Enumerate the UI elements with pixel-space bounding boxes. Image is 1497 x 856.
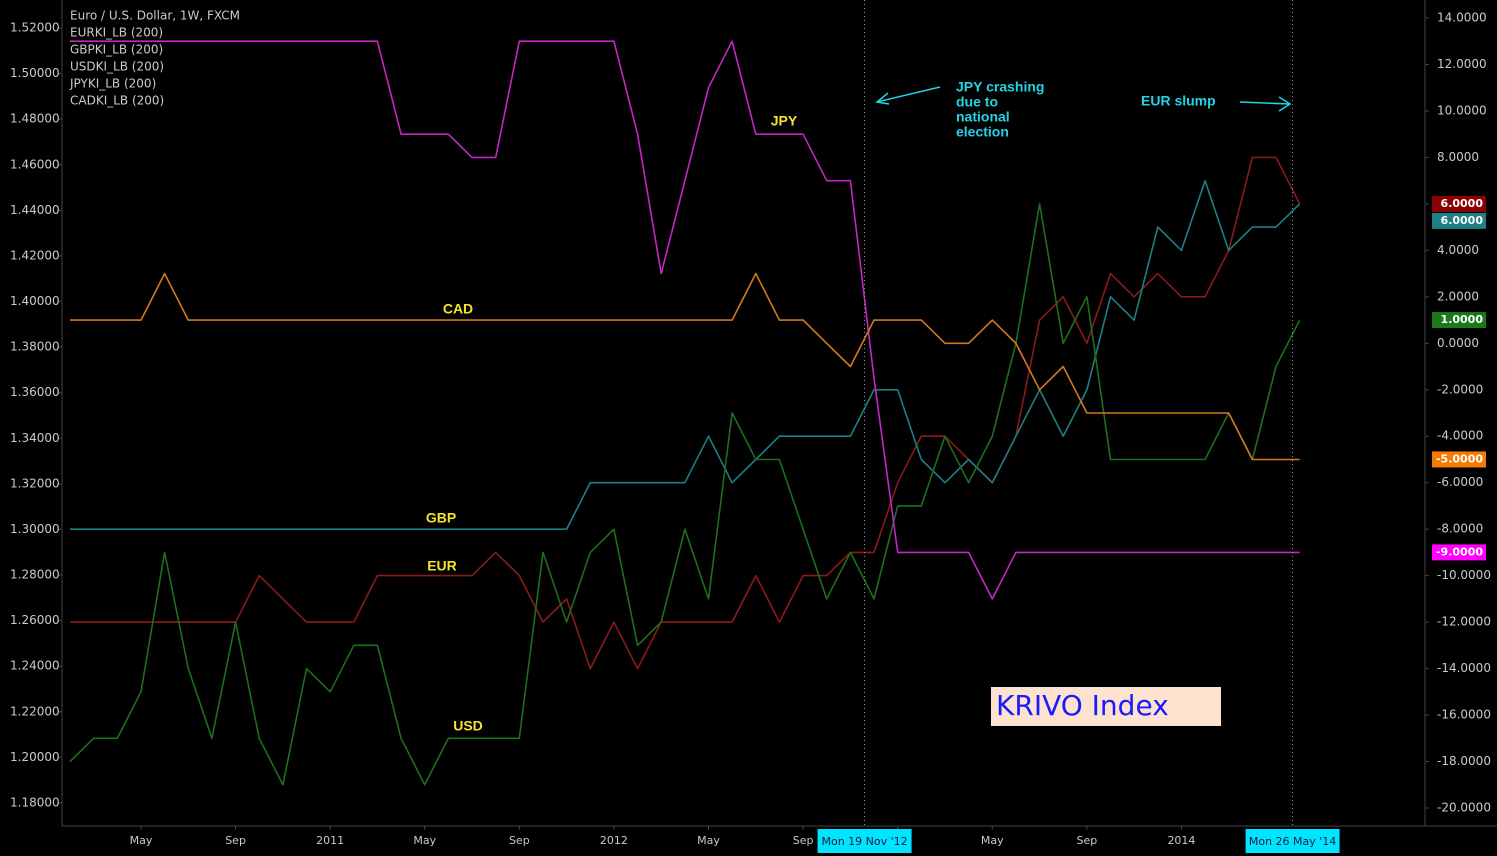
x-tick-label: May — [981, 834, 1004, 847]
y2-tick-label: 2.0000 — [1437, 289, 1479, 303]
last-value-label: 1.0000 — [1441, 313, 1484, 326]
y-tick-label: 1.26000 — [10, 613, 60, 627]
symbol-title: Euro / U.S. Dollar, 1W, FXCM — [70, 9, 240, 23]
last-value-label: -5.0000 — [1436, 452, 1483, 465]
last-value-label: 6.0000 — [1441, 197, 1484, 210]
crosshair-label-box — [817, 829, 912, 853]
x-tick-label: Sep — [793, 834, 814, 847]
y-tick-label: 1.38000 — [10, 340, 60, 354]
y-tick-label: 1.44000 — [10, 203, 60, 217]
watermark-box — [991, 687, 1221, 726]
series-label: GBP — [426, 510, 456, 526]
crosshair-label-box — [1245, 829, 1340, 853]
annotation-arrow — [1239, 101, 1291, 105]
annotation-arrow — [876, 86, 941, 103]
last-value-box — [1432, 451, 1486, 468]
y-tick-label: 1.30000 — [10, 522, 60, 536]
legend-entry: EURKI_LB (200) — [70, 26, 163, 40]
x-tick-label: May — [697, 834, 720, 847]
x-tick-label: May — [413, 834, 436, 847]
y-tick-label: 1.50000 — [10, 66, 60, 80]
annotation: JPY crashing — [956, 79, 1044, 95]
annotation: election — [956, 124, 1009, 140]
y-tick-label: 1.46000 — [10, 157, 60, 171]
y2-tick-label: 10.0000 — [1437, 103, 1487, 117]
series-line — [70, 179, 1301, 530]
annotation: EUR slump — [1141, 93, 1216, 109]
y-tick-label: 1.34000 — [10, 431, 60, 445]
y2-tick-label: -8.0000 — [1437, 522, 1483, 536]
y2-tick-label: 4.0000 — [1437, 243, 1479, 257]
last-value-box — [1432, 195, 1486, 212]
y-tick-label: 1.36000 — [10, 385, 60, 399]
x-tick-label: May — [130, 834, 153, 847]
y2-tick-label: -14.0000 — [1437, 661, 1491, 675]
y-tick-label: 1.48000 — [10, 112, 60, 126]
y2-tick-label: -10.0000 — [1437, 568, 1491, 582]
y2-tick-label: -16.0000 — [1437, 708, 1491, 722]
annotation-arrowhead — [875, 92, 890, 105]
y2-tick-label: -4.0000 — [1437, 429, 1483, 443]
x-tick-label: Sep — [509, 834, 530, 847]
y2-tick-label: -12.0000 — [1437, 615, 1491, 629]
y-tick-label: 1.52000 — [10, 21, 60, 35]
last-value-box — [1432, 312, 1486, 329]
y-tick-label: 1.22000 — [10, 704, 60, 718]
crosshair-label: Mon 19 Nov '12 — [821, 835, 907, 848]
watermark: KRIVO Index — [996, 689, 1169, 722]
series-line — [70, 156, 1301, 670]
y-tick-label: 1.32000 — [10, 476, 60, 490]
series-line — [69, 203, 1301, 786]
y2-tick-label: 8.0000 — [1437, 150, 1479, 164]
y2-tick-label: 14.0000 — [1437, 11, 1487, 25]
x-tick-label: 2011 — [316, 834, 344, 847]
series-label: CAD — [443, 301, 473, 317]
annotation: national — [956, 109, 1010, 125]
y2-tick-label: -18.0000 — [1437, 754, 1491, 768]
y2-tick-label: 0.0000 — [1437, 336, 1479, 350]
x-tick-label: Sep — [225, 834, 246, 847]
y-tick-label: 1.42000 — [10, 248, 60, 262]
last-value-box — [1432, 544, 1486, 561]
annotation-arrowhead — [1278, 96, 1292, 112]
y-tick-label: 1.28000 — [10, 568, 60, 582]
annotation: due to — [956, 94, 998, 110]
legend-entry: JPYKI_LB (200) — [69, 77, 156, 91]
y2-tick-label: -20.0000 — [1437, 800, 1491, 814]
x-tick-label: 2014 — [1167, 834, 1195, 847]
last-value-label: -9.0000 — [1436, 545, 1483, 558]
legend-entry: USDKI_LB (200) — [70, 60, 164, 74]
y2-tick-label: -6.0000 — [1437, 475, 1483, 489]
series-label: EUR — [427, 558, 457, 574]
y2-tick-label: -2.0000 — [1437, 382, 1483, 396]
series-line — [70, 40, 1300, 600]
legend-entry: GBPKI_LB (200) — [70, 43, 163, 57]
x-tick-label: 2012 — [600, 834, 628, 847]
y-tick-label: 1.24000 — [10, 659, 60, 673]
y-tick-label: 1.18000 — [10, 795, 60, 809]
y-tick-label: 1.20000 — [10, 750, 60, 764]
y2-tick-label: 12.0000 — [1437, 57, 1487, 71]
last-value-label: 6.0000 — [1441, 214, 1484, 227]
legend-entry: CADKI_LB (200) — [70, 94, 164, 108]
last-value-box — [1432, 212, 1486, 229]
series-label: JPY — [771, 113, 798, 129]
series-line — [70, 272, 1300, 461]
series-label: USD — [453, 718, 483, 734]
y-tick-label: 1.40000 — [10, 294, 60, 308]
x-tick-label: Sep — [1076, 834, 1097, 847]
crosshair-label: Mon 26 May '14 — [1249, 835, 1336, 848]
